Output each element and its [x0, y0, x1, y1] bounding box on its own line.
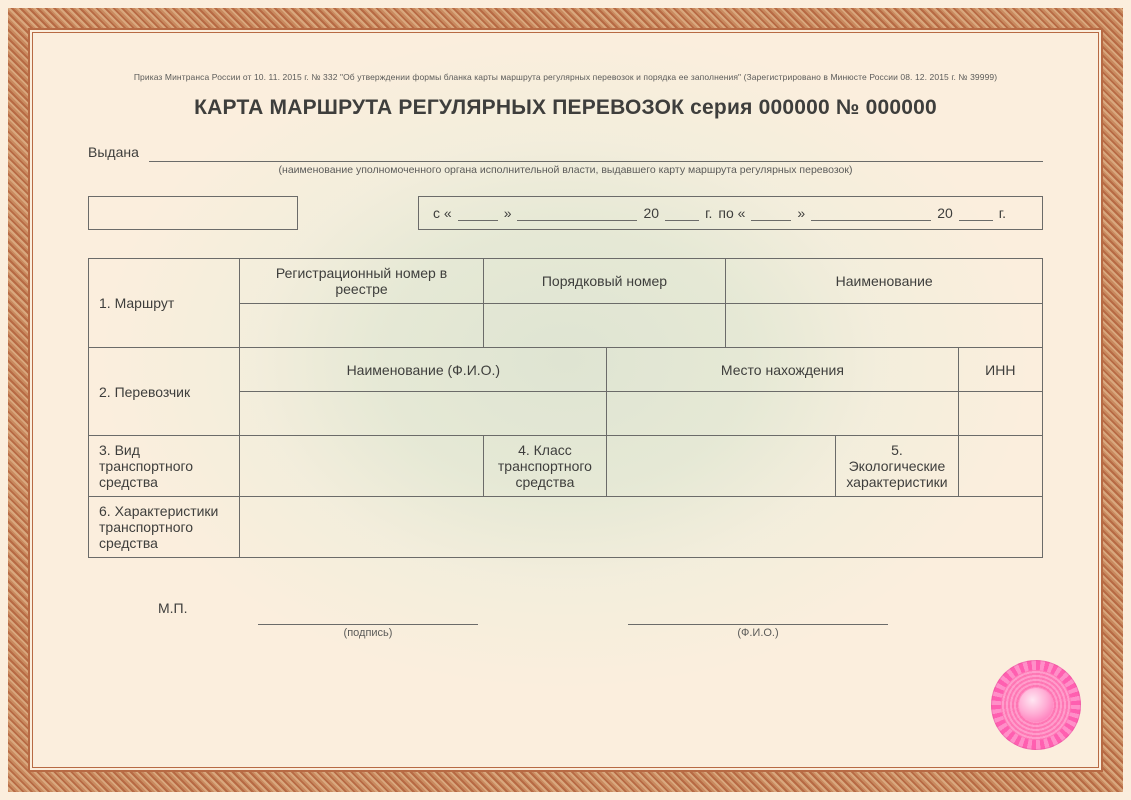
serial-box [88, 196, 298, 230]
title-series-label: серия [690, 96, 752, 119]
date-quote-2: » [797, 205, 805, 221]
cell-seq-number-value [483, 304, 726, 348]
table-row: 3. Вид транспортного средства 4. Класс т… [89, 436, 1043, 497]
cell-vehicle-type-value [240, 436, 483, 497]
cell-carrier-name-value [240, 392, 607, 436]
cell-eco-label: 5. Экологические характеристики [836, 436, 958, 497]
cell-reg-number-value [240, 304, 483, 348]
date-year-suffix-2: г. [999, 205, 1006, 221]
fullname-caption: (Ф.И.О.) [628, 627, 888, 639]
cell-vehicle-class-value [607, 436, 836, 497]
title-series-value: 000000 [759, 96, 830, 119]
main-table: 1. Маршрут Регистрационный номер в реест… [88, 258, 1043, 558]
fullname-line [628, 624, 888, 625]
date-to-month [811, 206, 931, 221]
table-row: 6. Характеристики транспортного средства [89, 497, 1043, 558]
issued-caption: (наименование уполномоченного органа исп… [88, 164, 1043, 176]
stamp-placeholder-label: М.П. [158, 600, 188, 616]
date-to-day [751, 206, 791, 221]
issued-blank-line [149, 144, 1043, 162]
cell-carrier-label: 2. Перевозчик [89, 348, 240, 436]
document-title: КАРТА МАРШРУТА РЕГУЛЯРНЫХ ПЕРЕВОЗОК сери… [88, 96, 1043, 120]
cell-vehicle-chars-value [240, 497, 1043, 558]
footer: М.П. (подпись) (Ф.И.О.) [88, 588, 1043, 678]
date-from-month [517, 206, 637, 221]
fullname-block: (Ф.И.О.) [628, 624, 888, 639]
table-row: 1. Маршрут Регистрационный номер в реест… [89, 259, 1043, 304]
cell-seq-number-header: Порядковый номер [483, 259, 726, 304]
date-quote-1: » [504, 205, 512, 221]
cell-vehicle-type-label: 3. Вид транспортного средства [89, 436, 240, 497]
cell-carrier-inn-value [958, 392, 1042, 436]
cell-name-header: Наименование [726, 259, 1043, 304]
cell-vehicle-class-label: 4. Класс транспортного средства [483, 436, 607, 497]
title-main: КАРТА МАРШРУТА РЕГУЛЯРНЫХ ПЕРЕВОЗОК [194, 96, 684, 119]
regulation-note: Приказ Минтранса России от 10. 11. 2015 … [88, 72, 1043, 82]
content-area: Приказ Минтранса России от 10. 11. 2015 … [30, 30, 1101, 770]
date-year-prefix-2: 20 [937, 205, 953, 221]
issued-row: Выдана [88, 144, 1043, 162]
cell-carrier-inn-header: ИНН [958, 348, 1042, 392]
date-year-prefix-1: 20 [643, 205, 659, 221]
date-to-label: по « [718, 205, 745, 221]
title-number-sign: № [836, 96, 860, 119]
date-year-suffix-1: г. [705, 205, 712, 221]
cell-name-value [726, 304, 1043, 348]
cell-eco-value [958, 436, 1042, 497]
cell-reg-number-header: Регистрационный номер в реестре [240, 259, 483, 304]
date-from-day [458, 206, 498, 221]
top-boxes-row: с « » 20 г. по « » 20 г. [88, 196, 1043, 230]
cell-carrier-name-header: Наименование (Ф.И.О.) [240, 348, 607, 392]
date-from-label: с « [433, 205, 452, 221]
signature-block: (подпись) [258, 624, 478, 639]
signature-caption: (подпись) [258, 627, 478, 639]
validity-date-box: с « » 20 г. по « » 20 г. [418, 196, 1043, 230]
issued-label: Выдана [88, 144, 139, 162]
date-to-year [959, 206, 993, 221]
date-from-year [665, 206, 699, 221]
table-row: 2. Перевозчик Наименование (Ф.И.О.) Мест… [89, 348, 1043, 392]
cell-carrier-loc-header: Место нахождения [607, 348, 958, 392]
certificate-page: Приказ Минтранса России от 10. 11. 2015 … [0, 0, 1131, 800]
title-number-value: 000000 [866, 96, 937, 119]
cell-carrier-loc-value [607, 392, 958, 436]
cell-vehicle-chars-label: 6. Характеристики транспортного средства [89, 497, 240, 558]
cell-route-label: 1. Маршрут [89, 259, 240, 348]
signature-line [258, 624, 478, 625]
